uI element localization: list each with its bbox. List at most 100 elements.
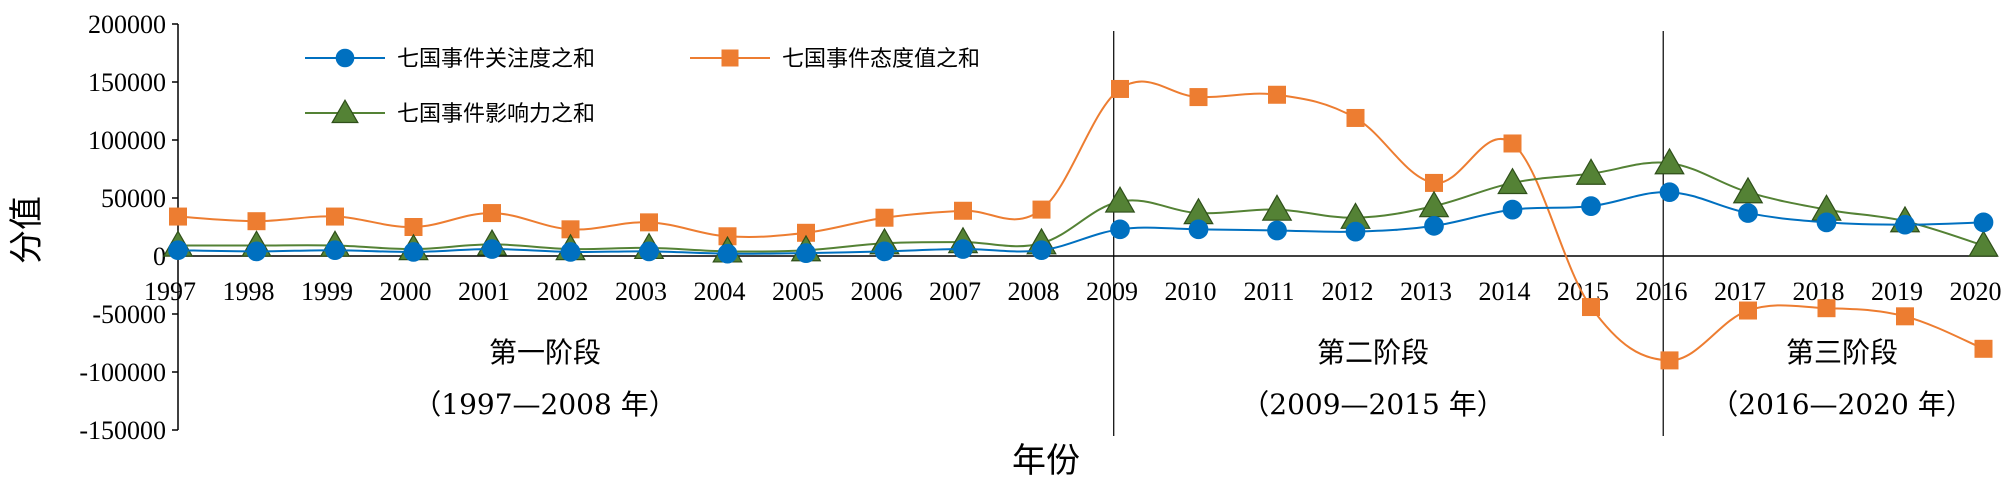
data-point xyxy=(1503,134,1522,153)
data-point xyxy=(796,243,816,263)
y-tick-label: -150000 xyxy=(79,416,166,445)
data-point xyxy=(1968,230,1999,257)
y-tick-label: 100000 xyxy=(88,126,166,155)
x-tick-label: 2001 xyxy=(458,277,510,306)
data-point xyxy=(1189,88,1208,107)
x-tick-label: 2000 xyxy=(380,277,432,306)
series-line xyxy=(177,191,1984,255)
data-point xyxy=(1896,307,1914,326)
y-tick-label: -50000 xyxy=(92,300,166,329)
data-point xyxy=(1582,298,1600,317)
phase-range: （1997—2008 年） xyxy=(413,388,676,421)
data-point xyxy=(403,242,424,262)
data-point xyxy=(717,243,738,264)
phase-range: （2016—2020 年） xyxy=(1710,388,1973,421)
legend-marker xyxy=(331,98,359,124)
data-point xyxy=(325,240,345,261)
x-tick-label: 2010 xyxy=(1165,277,1217,306)
x-tick-label: 2011 xyxy=(1243,277,1294,306)
phase-range: （2009—2015 年） xyxy=(1241,388,1504,421)
phase-labels: 第一阶段 （1997—2008 年） 第二阶段 （2009—2015 年） 第三阶段 （2… xyxy=(413,336,1973,421)
x-tick-label: 2003 xyxy=(615,277,667,306)
data-point xyxy=(1110,219,1130,240)
x-tick-label: 2009 xyxy=(1086,277,1138,306)
data-point xyxy=(1502,199,1523,220)
data-point xyxy=(639,241,659,262)
x-tick-label: 2020 xyxy=(1950,277,2002,306)
phase-name: 第一阶段 xyxy=(489,336,601,369)
legend-item: 七国事件关注度之和 xyxy=(305,47,595,72)
data-point xyxy=(1345,221,1366,242)
data-point xyxy=(1346,108,1365,127)
legend-label: 七国事件影响力之和 xyxy=(397,102,595,127)
y-axis-title: 分值 xyxy=(7,196,47,264)
legend-marker xyxy=(721,49,739,67)
data-point xyxy=(953,239,973,259)
series-group xyxy=(162,79,1999,370)
data-point xyxy=(1660,351,1679,370)
data-point xyxy=(1895,214,1915,235)
series-line xyxy=(177,161,1984,253)
data-point xyxy=(247,212,266,231)
x-tick-label: 1999 xyxy=(301,277,353,306)
data-point xyxy=(1104,186,1136,213)
legend-label: 七国事件关注度之和 xyxy=(397,47,595,72)
data-point xyxy=(1974,339,1993,358)
y-tick-label: 0 xyxy=(153,242,166,271)
data-point xyxy=(1188,219,1209,240)
data-point xyxy=(1575,158,1607,185)
data-point xyxy=(246,241,267,262)
data-point xyxy=(874,241,895,262)
data-point xyxy=(1111,79,1129,98)
data-point xyxy=(1267,220,1287,241)
x-tick-label: 2008 xyxy=(1008,277,1060,306)
x-tick-label: 2016 xyxy=(1636,277,1688,306)
y-tick-label: 150000 xyxy=(88,68,166,97)
data-point xyxy=(483,204,501,223)
y-axis-ticks: 200000 150000 100000 50000 0 -50000 -100000 -15… xyxy=(79,10,178,445)
y-tick-label: 200000 xyxy=(88,10,166,39)
data-point xyxy=(1032,200,1051,219)
legend-marker xyxy=(335,48,355,68)
x-tick-label: 1998 xyxy=(223,277,275,306)
data-point xyxy=(1738,203,1758,223)
x-tick-label: 2004 xyxy=(694,277,746,306)
series-0 xyxy=(168,182,1994,264)
data-point xyxy=(404,218,423,236)
data-point xyxy=(875,208,894,227)
x-tick-label: 2002 xyxy=(537,277,589,306)
phase-name: 第二阶段 xyxy=(1317,336,1429,369)
x-tick-label: 2017 xyxy=(1714,277,1766,306)
data-point xyxy=(168,240,188,261)
data-point xyxy=(1739,301,1757,320)
data-point xyxy=(1654,147,1685,175)
legend-item: 七国事件态度值之和 xyxy=(690,47,980,72)
data-point xyxy=(1816,212,1837,233)
x-axis-title: 年份 xyxy=(1012,441,1080,481)
data-point xyxy=(1973,212,1994,233)
x-tick-label: 2014 xyxy=(1479,277,1531,306)
data-point xyxy=(169,207,187,226)
legend-item: 七国事件影响力之和 xyxy=(305,98,595,127)
x-tick-label: 2006 xyxy=(851,277,903,306)
legend-label: 七国事件态度值之和 xyxy=(782,47,980,72)
data-point xyxy=(560,242,581,262)
data-point xyxy=(1425,173,1443,192)
y-tick-label: -100000 xyxy=(79,358,166,387)
data-point xyxy=(1497,167,1528,195)
data-point xyxy=(1659,182,1680,203)
data-point xyxy=(482,239,502,259)
x-tick-label: 2005 xyxy=(772,277,824,306)
x-tick-label: 2007 xyxy=(929,277,981,306)
data-point xyxy=(1424,215,1444,236)
data-point xyxy=(954,201,972,220)
x-tick-label: 1997 xyxy=(144,277,196,306)
x-axis-ticks: 1997 1998 1999 2000 2001 2002 2003 2004 2005 2006… xyxy=(144,277,2002,306)
data-point xyxy=(1732,176,1764,204)
data-point xyxy=(1261,194,1293,221)
data-point xyxy=(1031,240,1052,261)
series-1 xyxy=(169,79,1993,370)
data-point xyxy=(1581,196,1601,216)
